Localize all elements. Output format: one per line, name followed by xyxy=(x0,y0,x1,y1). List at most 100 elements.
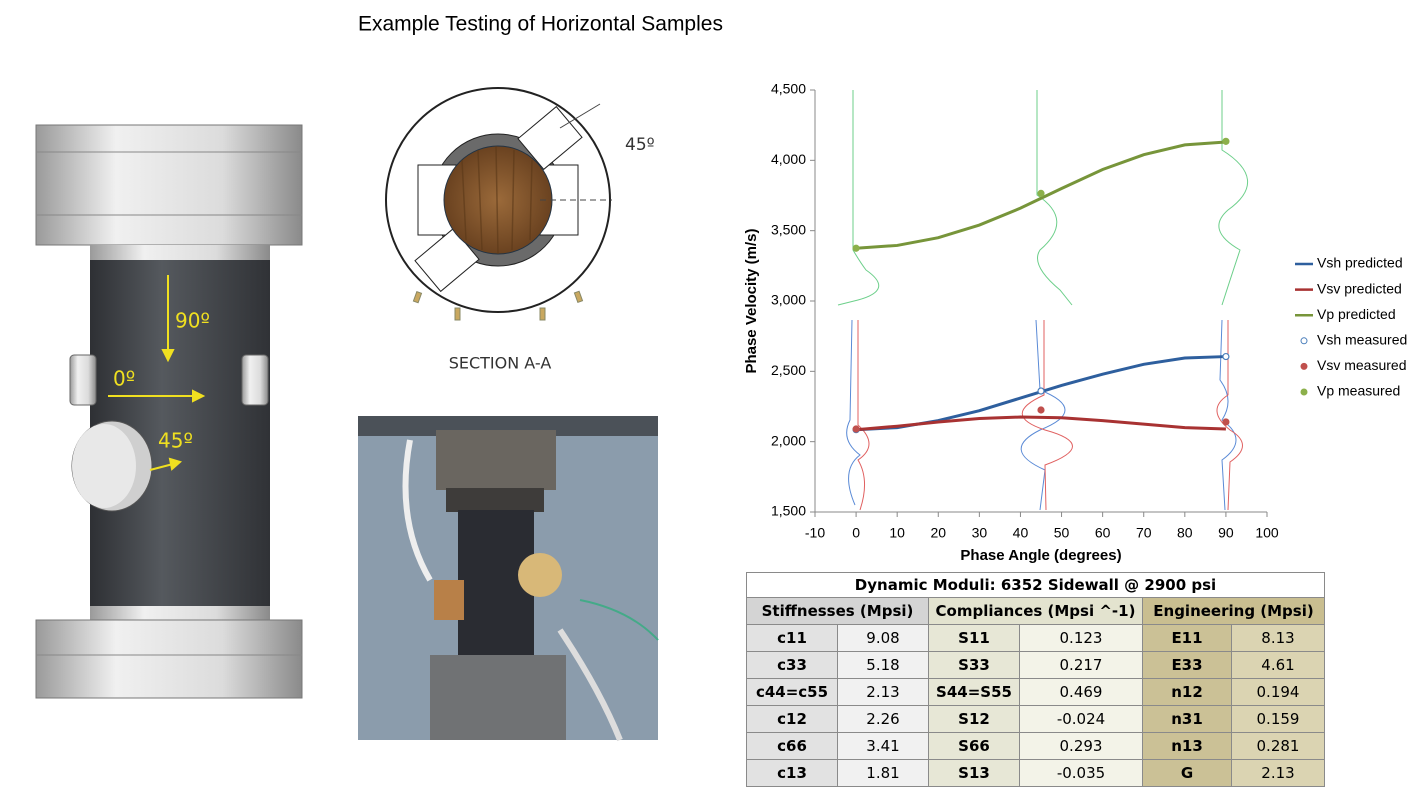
table-row: c12 2.26 S12 -0.024 n31 0.159 xyxy=(746,705,1325,733)
waveforms xyxy=(837,90,1248,511)
angle-label: 90º xyxy=(175,309,210,333)
table-row: c33 5.18 S33 0.217 E33 4.61 xyxy=(746,651,1325,679)
table-label: n13 xyxy=(1142,732,1232,760)
legend-label: Vsv predicted xyxy=(1317,280,1402,296)
cylinder-drawing xyxy=(35,124,303,699)
table-row: c11 9.08 S11 0.123 E11 8.13 xyxy=(746,624,1325,652)
x-tick-label: -10 xyxy=(805,525,825,541)
section-angle: 45º xyxy=(625,135,655,155)
x-axis-title: Phase Angle (degrees) xyxy=(960,547,1121,564)
legend-label: Vsh measured xyxy=(1317,332,1407,348)
table-label: E11 xyxy=(1142,624,1232,652)
table-row: Stiffnesses (Mpsi) Compliances (Mpsi ^-1)… xyxy=(746,597,1325,625)
x-tick-label: 80 xyxy=(1177,525,1193,541)
legend-swatch xyxy=(1300,362,1308,370)
y-tick-label: 3,500 xyxy=(771,221,806,237)
table-value: 4.61 xyxy=(1231,651,1325,679)
table-label: c11 xyxy=(746,624,838,652)
table-value: 0.123 xyxy=(1019,624,1143,652)
table-label: S66 xyxy=(928,732,1020,760)
angle-label: 0º xyxy=(113,367,135,391)
table-value: 0.293 xyxy=(1019,732,1143,760)
legend-label: Vsv measured xyxy=(1317,357,1406,373)
angle-label: 45º xyxy=(158,429,193,453)
data-point xyxy=(1037,387,1045,395)
x-tick-label: 40 xyxy=(1013,525,1029,541)
data-point xyxy=(852,244,860,252)
slide-title: Example Testing of Horizontal Samples xyxy=(358,13,723,36)
data-point xyxy=(1037,406,1045,414)
y-axis-title: Phase Velocity (m/s) xyxy=(743,228,760,373)
table-value: 9.08 xyxy=(837,624,929,652)
x-tick-label: 30 xyxy=(972,525,988,541)
y-tick-label: 2,000 xyxy=(771,432,806,448)
legend-swatch xyxy=(1300,337,1308,345)
y-tick-label: 4,500 xyxy=(771,81,806,97)
moduli-table: Dynamic Moduli: 6352 Sidewall @ 2900 psi… xyxy=(746,572,1325,787)
table-label: n31 xyxy=(1142,705,1232,733)
table-label: G xyxy=(1142,759,1232,787)
table-label: c12 xyxy=(746,705,838,733)
table-label: E33 xyxy=(1142,651,1232,679)
y-tick-label: 3,000 xyxy=(771,292,806,308)
section-caption: SECTION A-A xyxy=(449,354,552,373)
table-value: 0.217 xyxy=(1019,651,1143,679)
y-tick-label: 2,500 xyxy=(771,362,806,378)
x-tick-label: 20 xyxy=(930,525,946,541)
data-point xyxy=(1222,352,1230,361)
x-tick-label: 100 xyxy=(1255,525,1279,541)
table-value: 5.18 xyxy=(837,651,929,679)
table-row: Dynamic Moduli: 6352 Sidewall @ 2900 psi xyxy=(746,572,1325,598)
x-tick-label: 60 xyxy=(1095,525,1111,541)
legend-label: Vp predicted xyxy=(1317,306,1396,322)
table-label: n12 xyxy=(1142,678,1232,706)
table-label: S33 xyxy=(928,651,1020,679)
legend-swatch xyxy=(1300,388,1308,396)
table-label: c66 xyxy=(746,732,838,760)
series-line xyxy=(855,140,1227,250)
table-row: c66 3.41 S66 0.293 n13 0.281 xyxy=(746,732,1325,760)
table-label: c44=c55 xyxy=(746,678,838,706)
column-header: Compliances (Mpsi ^-1) xyxy=(928,597,1143,625)
data-point xyxy=(852,425,860,433)
table-value: 2.13 xyxy=(1231,759,1325,787)
y-tick-label: 1,500 xyxy=(771,503,806,519)
table-value: 2.13 xyxy=(837,678,929,706)
series-line xyxy=(855,415,1226,432)
x-tick-label: 70 xyxy=(1136,525,1152,541)
table-value: 1.81 xyxy=(837,759,929,787)
table-row: c44=c55 2.13 S44=S55 0.469 n12 0.194 xyxy=(746,678,1325,706)
legend-label: Vsh predicted xyxy=(1317,255,1403,271)
table-value: 0.281 xyxy=(1231,732,1325,760)
table-label: S12 xyxy=(928,705,1020,733)
table-label: S13 xyxy=(928,759,1020,787)
table-value: 0.194 xyxy=(1231,678,1325,706)
photo xyxy=(358,416,659,742)
table-value: -0.024 xyxy=(1019,705,1143,733)
table-label: S44=S55 xyxy=(928,678,1020,706)
x-tick-label: 0 xyxy=(852,525,860,541)
table-value: 0.159 xyxy=(1231,705,1325,733)
data-point xyxy=(1222,137,1230,145)
y-tick-label: 4,000 xyxy=(771,151,806,167)
table-value: -0.035 xyxy=(1019,759,1143,787)
table-row: c13 1.81 S13 -0.035 G 2.13 xyxy=(746,759,1325,787)
x-tick-label: 90 xyxy=(1218,525,1234,541)
table-value: 3.41 xyxy=(837,732,929,760)
column-header: Engineering (Mpsi) xyxy=(1142,597,1325,625)
table-label: S11 xyxy=(928,624,1020,652)
section-drawing xyxy=(385,87,612,321)
table-value: 2.26 xyxy=(837,705,929,733)
data-point xyxy=(1222,418,1230,426)
x-tick-label: 50 xyxy=(1054,525,1070,541)
table-label: c13 xyxy=(746,759,838,787)
data-point xyxy=(1037,189,1045,197)
table-label: c33 xyxy=(746,651,838,679)
column-header: Stiffnesses (Mpsi) xyxy=(746,597,929,625)
table-value: 0.469 xyxy=(1019,678,1143,706)
table-title: Dynamic Moduli: 6352 Sidewall @ 2900 psi xyxy=(746,572,1325,598)
x-tick-label: 10 xyxy=(889,525,905,541)
legend-label: Vp measured xyxy=(1317,383,1400,399)
